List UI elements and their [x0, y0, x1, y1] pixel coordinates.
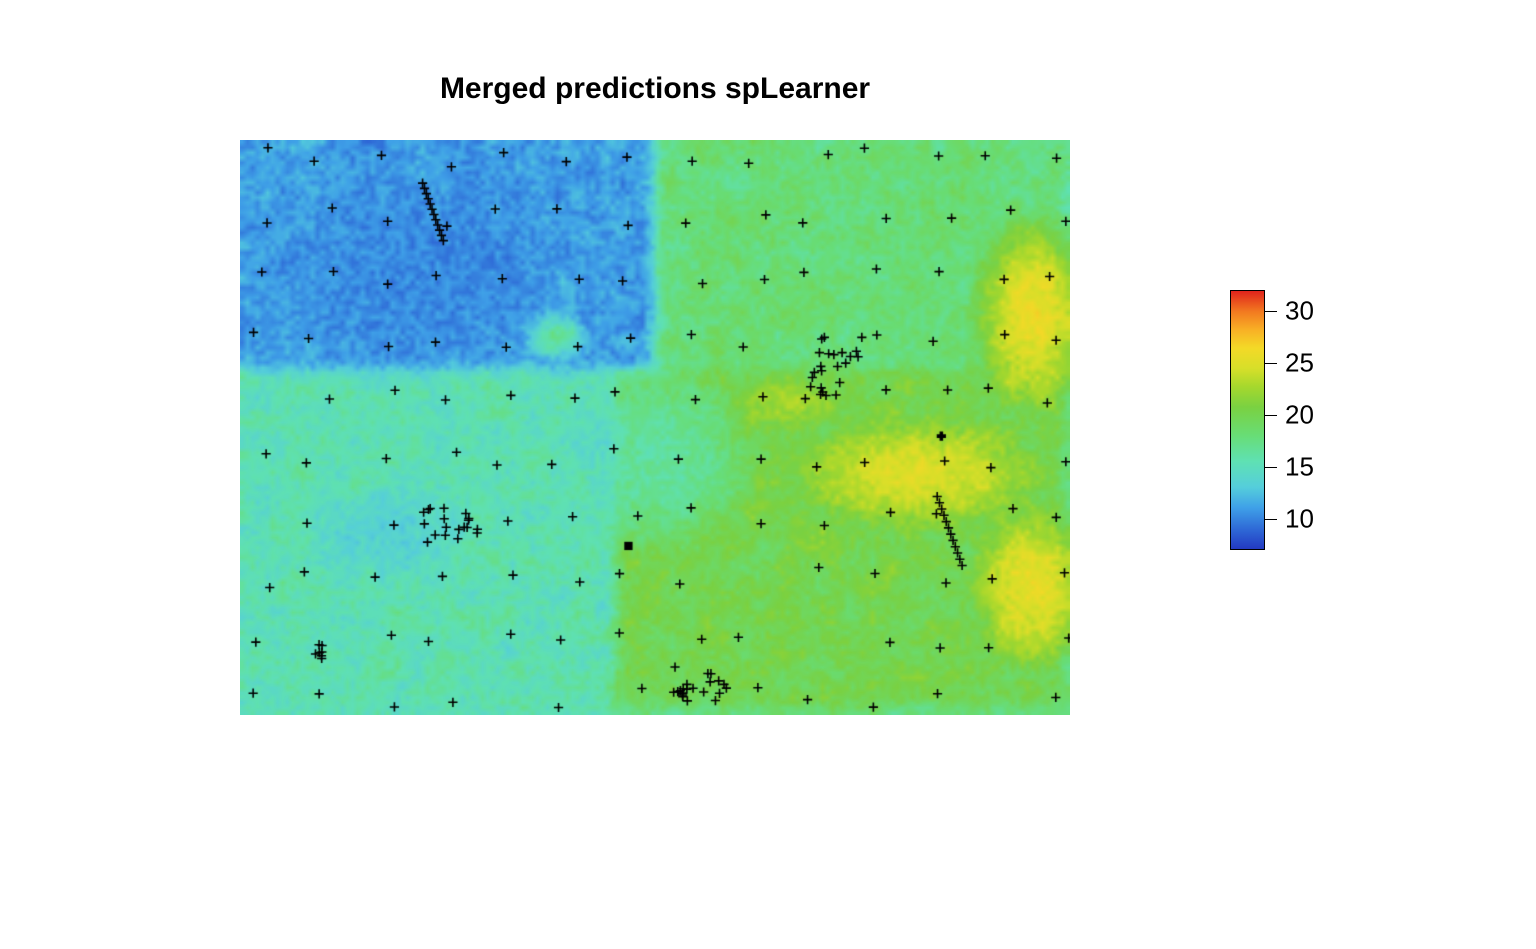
legend-colorbar: [1230, 290, 1265, 550]
legend-tick-label: 10: [1285, 503, 1314, 534]
legend-tick-label: 30: [1285, 295, 1314, 326]
legend-tick-label: 25: [1285, 347, 1314, 378]
legend-tick-label: 20: [1285, 399, 1314, 430]
legend-tick: [1265, 415, 1277, 416]
legend-tick: [1265, 519, 1277, 520]
chart-title: Merged predictions spLearner: [440, 72, 870, 106]
heatmap-canvas: [240, 140, 1070, 715]
figure-stage: Merged predictions spLearner 10 15 20 25 30: [0, 0, 1536, 949]
legend-tick: [1265, 311, 1277, 312]
legend-tick-label: 15: [1285, 451, 1314, 482]
legend-tick: [1265, 363, 1277, 364]
legend-tick: [1265, 467, 1277, 468]
